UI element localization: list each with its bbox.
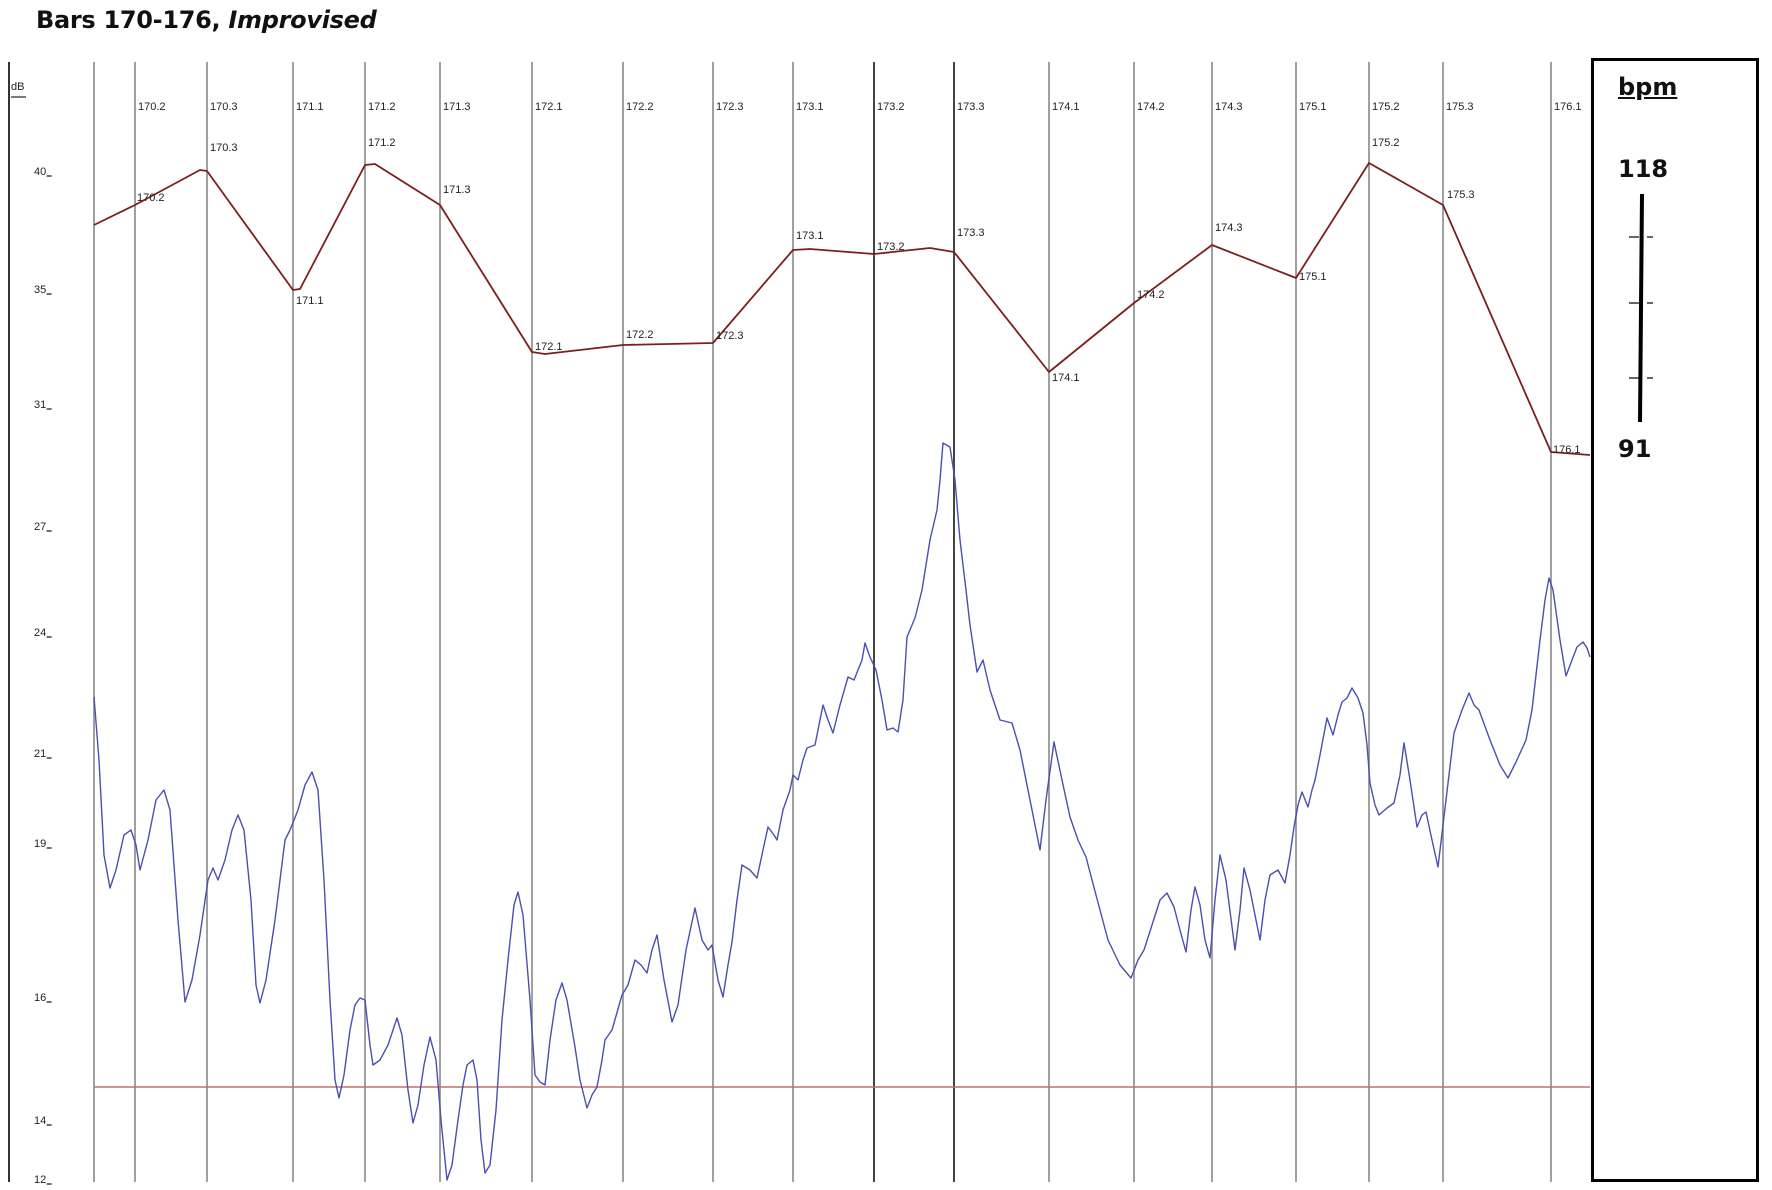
beat-header-labels: 170.2 170.3 171.1 171.2 171.3 172.1 172.2 172.3… [138,101,1582,113]
y-tick: 19 [34,838,52,850]
chart-title-main: Bars 170-176, [36,6,229,34]
svg-text:21: 21 [34,748,46,760]
tempo-point-label: 171.2 [368,137,396,149]
beat-header-label: 172.1 [535,101,563,113]
beat-header-label: 171.3 [443,101,471,113]
tempo-point-labels: 170.2 170.3 171.1 171.2 171.3 172.1 172.2 172.3… [137,137,1581,456]
svg-text:19: 19 [34,838,46,850]
tempo-point-label: 172.3 [716,330,744,342]
beat-header-label: 170.2 [138,101,166,113]
svg-text:35: 35 [34,284,46,296]
y-tick: 14 [34,1115,52,1127]
tempo-curve [93,162,1591,456]
y-tick: 16 [34,992,52,1004]
beat-header-label: 175.2 [1372,101,1400,113]
y-tick: 31 [34,399,52,411]
tempo-point-label: 172.1 [535,341,563,353]
beat-header-label: 172.2 [626,101,654,113]
tempo-point-label: 175.2 [1372,137,1400,149]
tempo-point-label: 172.2 [626,329,654,341]
bpm-legend: bpm 118 91 [1591,58,1759,1182]
tempo-point-label: 175.1 [1299,271,1327,283]
beat-header-label: 173.3 [957,101,985,113]
chart-title-italic: Improvised [228,6,377,34]
y-tick: 12 [34,1174,52,1186]
svg-text:27: 27 [34,521,46,533]
dynamics-curve [93,442,1591,1181]
y-tick: 40 [34,166,52,178]
bpm-scale-bar [1629,194,1653,423]
beat-header-label: 175.3 [1446,101,1474,113]
beat-header-label: 171.2 [368,101,396,113]
tempo-point-label: 170.2 [137,192,165,204]
beat-header-label: 173.2 [877,101,905,113]
beat-header-label: 173.1 [796,101,824,113]
tempo-point-label: 176.1 [1553,444,1581,456]
svg-text:14: 14 [34,1115,46,1127]
tempo-point-label: 174.2 [1137,289,1165,301]
beat-header-label: 174.1 [1052,101,1080,113]
beat-gridlines [93,62,1552,1182]
bpm-legend-min: 91 [1618,435,1652,463]
tempo-point-label: 173.3 [957,227,985,239]
tempo-point-label: 174.3 [1215,222,1243,234]
beat-header-label: 175.1 [1299,101,1327,113]
svg-text:16: 16 [34,992,46,1004]
y-axis-unit: dB [11,81,24,93]
bpm-legend-max: 118 [1618,155,1669,183]
y-tick: 21 [34,748,52,760]
tempo-point-label: 171.3 [443,184,471,196]
y-tick: 35 [34,284,52,296]
beat-header-label: 171.1 [296,101,324,113]
y-tick: 27 [34,521,52,533]
svg-text:12: 12 [34,1174,46,1186]
chart-title: Bars 170-176, Improvised [36,6,377,34]
bpm-legend-title: bpm [1618,73,1678,101]
beat-header-label: 174.2 [1137,101,1165,113]
beat-header-label: 172.3 [716,101,744,113]
beat-header-label: 170.3 [210,101,238,113]
tempo-point-label: 173.2 [877,241,905,253]
tempo-point-label: 173.1 [796,230,824,242]
svg-text:40: 40 [34,166,46,178]
tempo-point-label: 170.3 [210,142,238,154]
svg-text:31: 31 [34,399,46,411]
beat-header-label: 176.1 [1554,101,1582,113]
beat-header-label: 174.3 [1215,101,1243,113]
svg-text:24: 24 [34,627,46,639]
y-tick: 24 [34,627,52,639]
tempo-point-label: 175.3 [1447,189,1475,201]
tempo-point-label: 171.1 [296,295,324,307]
y-axis-ticks: 40 35 31 27 24 21 19 16 14 12 [34,166,52,1186]
tempo-point-label: 174.1 [1052,372,1080,384]
